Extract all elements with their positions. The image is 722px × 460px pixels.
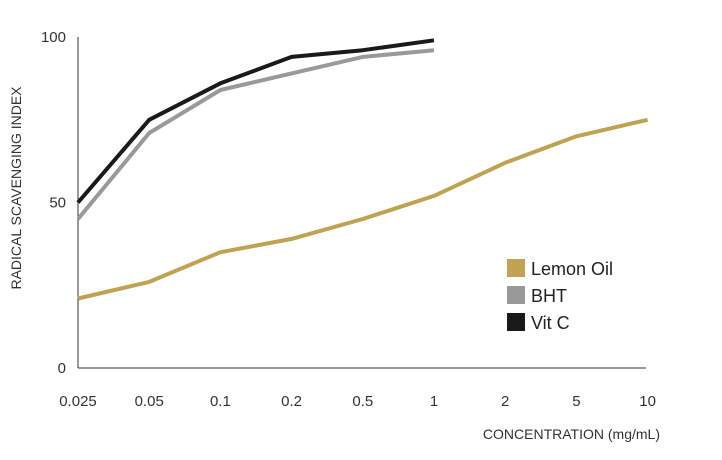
y-axis-title: RADICAL SCAVENGING INDEX bbox=[8, 86, 24, 290]
x-tick-label: 1 bbox=[430, 393, 438, 410]
x-tick-label: 0.1 bbox=[210, 393, 231, 410]
legend-swatch bbox=[507, 259, 525, 277]
legend-label: BHT bbox=[531, 286, 567, 306]
legend-label: Vit C bbox=[531, 313, 570, 333]
x-tick-label: 0.05 bbox=[135, 393, 164, 410]
x-axis-ticks: 0.025 0.05 0.1 0.2 0.5 1 2 5 10 bbox=[59, 393, 656, 410]
x-tick-label: 5 bbox=[572, 393, 580, 410]
series-line-vit-c bbox=[76, 38, 435, 204]
y-tick-label: 50 bbox=[49, 195, 66, 212]
legend: Lemon Oil BHT Vit C bbox=[507, 259, 613, 333]
x-tick-label: 0.2 bbox=[281, 393, 302, 410]
series-layer bbox=[76, 38, 649, 301]
legend-label: Lemon Oil bbox=[531, 259, 613, 279]
series-line-bht bbox=[76, 48, 435, 221]
y-tick-label: 100 bbox=[41, 29, 66, 46]
x-tick-label: 2 bbox=[501, 393, 509, 410]
y-axis-ticks: 0 50 100 bbox=[41, 29, 66, 377]
series-line-lemon-oil bbox=[77, 117, 649, 301]
x-tick-label: 0.025 bbox=[59, 393, 97, 410]
legend-swatch bbox=[507, 286, 525, 304]
x-tick-label: 10 bbox=[639, 393, 656, 410]
legend-swatch bbox=[507, 313, 525, 331]
x-axis-title: CONCENTRATION (mg/mL) bbox=[483, 426, 660, 442]
x-tick-label: 0.5 bbox=[352, 393, 373, 410]
y-tick-label: 0 bbox=[58, 360, 66, 377]
